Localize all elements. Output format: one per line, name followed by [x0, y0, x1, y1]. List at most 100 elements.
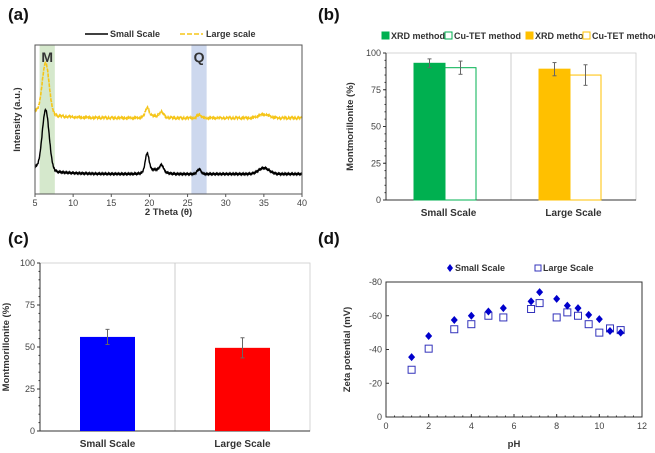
large-scale-point — [450, 325, 459, 334]
y-tick-label: -20 — [369, 378, 382, 388]
xrd-curve-0 — [34, 107, 303, 177]
y-tick-label: -80 — [369, 277, 382, 287]
legend-marker-square — [534, 264, 542, 272]
bar-0 — [80, 336, 135, 431]
y-axis-title: Intensity (a.u.) — [12, 87, 23, 151]
legend-label: XRD method — [535, 31, 589, 41]
bar-1 — [215, 347, 270, 431]
y-tick-label: 100 — [20, 258, 35, 268]
small-scale-point — [617, 328, 625, 337]
x-axis-title: pH — [508, 439, 521, 450]
small-scale-point — [574, 304, 582, 313]
large-scale-point — [424, 344, 433, 353]
band-label: Q — [194, 49, 205, 65]
y-tick-label: 100 — [366, 48, 381, 58]
y-tick-label: 0 — [30, 426, 35, 436]
large-scale-point — [584, 320, 593, 329]
legend-label: Cu-TET method — [454, 31, 521, 41]
x-tick-label: 35 — [259, 198, 269, 208]
panel-d-label: (d) — [318, 229, 340, 248]
y-tick-label: 0 — [377, 412, 382, 422]
small-scale-point — [563, 301, 571, 310]
large-scale-point — [499, 313, 508, 322]
small-scale-point — [467, 311, 475, 320]
small-scale-point — [536, 288, 544, 297]
x-tick-label: 20 — [144, 198, 154, 208]
y-tick-label: 0 — [376, 195, 381, 205]
highlight-band-Q — [191, 45, 207, 194]
y-tick-label: -60 — [369, 311, 382, 321]
x-tick-label: 10 — [594, 421, 604, 431]
legend-label: Large scale — [206, 29, 256, 39]
legend-swatch — [444, 31, 453, 40]
small-scale-point — [499, 304, 507, 313]
band-label: M — [41, 49, 53, 65]
y-axis-title: Montmorillonite (%) — [345, 82, 356, 171]
y-tick-label: 50 — [371, 122, 381, 132]
large-scale-point — [467, 320, 476, 329]
category-label: Large Scale — [214, 439, 271, 450]
panel-a-xrd-chart: M Q 5 10 15 20 25 30 35 40 2 Theta (θ) Intensity (a… — [12, 29, 307, 218]
small-scale-point — [408, 353, 416, 362]
legend-swatch — [381, 31, 390, 40]
x-tick-label: 2 — [426, 421, 431, 431]
y-tick-label: 25 — [371, 158, 381, 168]
y-tick-label: 75 — [371, 85, 381, 95]
small-scale-point — [606, 326, 614, 335]
x-tick-label: 0 — [383, 421, 388, 431]
small-scale-point — [527, 297, 535, 306]
x-tick-label: 4 — [469, 421, 474, 431]
y-axis-title: Zeta potential (mV) — [342, 307, 353, 393]
y-tick-label: -40 — [369, 345, 382, 355]
legend-label: XRD method — [391, 31, 445, 41]
large-scale-point — [407, 365, 416, 374]
xrd-curve-1 — [34, 60, 303, 121]
large-scale-point — [595, 328, 604, 337]
legend-label: Small Scale — [110, 29, 160, 39]
category-label: Small Scale — [421, 208, 477, 219]
y-tick-label: 50 — [25, 342, 35, 352]
category-label: Small Scale — [80, 439, 136, 450]
category-label: Large Scale — [545, 208, 602, 219]
x-tick-label: 12 — [637, 421, 647, 431]
y-axis-title: Montmorillonite (%) — [1, 303, 12, 392]
x-tick-label: 6 — [511, 421, 516, 431]
panel-a-label: (a) — [8, 5, 29, 24]
small-scale-point — [595, 315, 603, 324]
legend-label: Large Scale — [543, 263, 594, 273]
plot-frame — [34, 44, 303, 195]
y-tick-label: 25 — [25, 384, 35, 394]
small-scale-point — [484, 307, 492, 316]
small-scale-point — [585, 310, 593, 319]
x-tick-label: 25 — [183, 198, 193, 208]
panel-b-bar-chart: 0 25 50 75 100 Small Scale Large Scale Montmori… — [345, 31, 655, 219]
bar-3 — [569, 74, 602, 201]
bar-2 — [538, 68, 571, 201]
x-tick-label: 15 — [106, 198, 116, 208]
legend-swatch — [582, 31, 591, 40]
y-tick-label: 75 — [25, 300, 35, 310]
large-scale-point — [535, 299, 544, 308]
panel-d-scatter-chart: 0 2 4 6 8 10 12 0 -20 -40 -60 -80 pH Zeta potential (… — [342, 263, 647, 450]
large-scale-point — [527, 305, 536, 313]
x-tick-label: 5 — [32, 198, 37, 208]
legend-label: Small Scale — [455, 263, 505, 273]
x-tick-label: 30 — [221, 198, 231, 208]
panel-c-bar-chart: 0 25 50 75 100 Small Scale Large Scale Montmori… — [1, 258, 311, 450]
plot-frame — [385, 281, 643, 418]
large-scale-point — [552, 313, 561, 322]
panel-b-label: (b) — [318, 5, 340, 24]
panel-c-label: (c) — [8, 229, 29, 248]
bar-0 — [413, 62, 446, 201]
bar-1 — [444, 67, 477, 201]
x-axis-title: 2 Theta (θ) — [145, 207, 192, 218]
small-scale-point — [450, 315, 458, 324]
legend-label: Cu-TET method — [592, 31, 655, 41]
small-scale-point — [553, 294, 561, 303]
legend-swatch — [525, 31, 534, 40]
x-tick-label: 10 — [68, 198, 78, 208]
x-tick-label: 40 — [297, 198, 307, 208]
x-tick-label: 8 — [554, 421, 559, 431]
small-scale-point — [425, 332, 433, 340]
